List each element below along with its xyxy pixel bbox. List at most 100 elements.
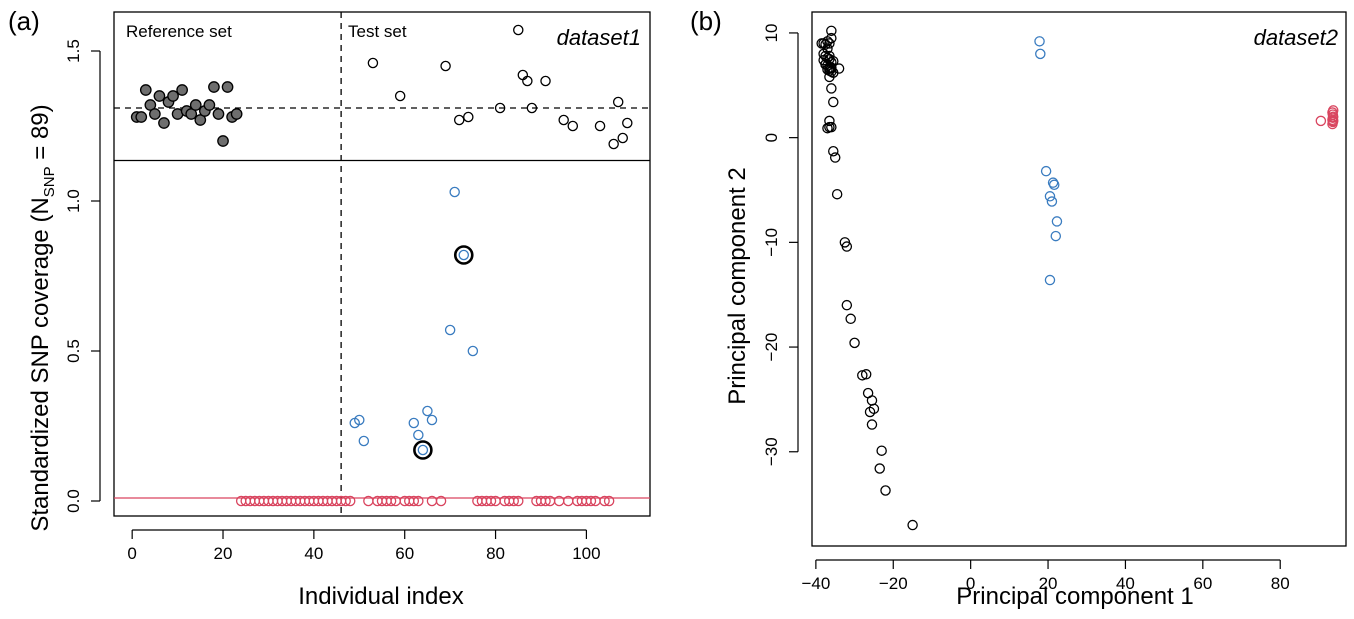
- panel-a-x-tick-label: 0: [127, 544, 136, 563]
- panel-b-plot: −40 −20 0 20 40 60 80 −30 −20 −10 0 10: [762, 11, 1347, 593]
- point-red: [1327, 118, 1338, 130]
- point-black: [822, 122, 833, 134]
- point-black: [826, 83, 837, 94]
- point-test-black: [463, 111, 474, 123]
- point-test-black: [440, 60, 451, 72]
- point-reference: [158, 117, 170, 129]
- point-blue: [1034, 36, 1045, 47]
- point-black: [826, 63, 837, 74]
- point-test-red: [513, 495, 524, 507]
- panel-a-y-tick-label: 1.0: [64, 189, 83, 213]
- point-reference: [230, 108, 243, 120]
- point-test-red: [540, 495, 551, 507]
- panel-b-x-tick-label: 40: [1116, 574, 1135, 593]
- highlight-ring: [453, 245, 474, 265]
- panel-b-y-tick-label: −10: [762, 228, 781, 257]
- panel-a-x-tick-label: 80: [486, 544, 505, 563]
- point-blue: [1047, 177, 1059, 188]
- point-black: [826, 32, 837, 44]
- point-reference: [194, 114, 207, 126]
- point-black: [880, 485, 891, 496]
- point-reference: [139, 84, 152, 96]
- highlight-ring: [413, 440, 433, 460]
- point-black: [833, 63, 845, 74]
- point-blue: [1035, 48, 1046, 60]
- point-blue: [1040, 165, 1052, 177]
- point-black: [868, 403, 880, 415]
- panel-a-plot-frame: [113, 11, 651, 517]
- point-black: [857, 370, 868, 381]
- panel-a-ylabel-sub: SNP: [41, 166, 58, 197]
- point-test-red: [413, 495, 424, 507]
- point-black: [841, 299, 853, 311]
- panel-b-x-tick-label: 80: [1271, 574, 1290, 593]
- point-test-black: [594, 120, 606, 132]
- point-test-black: [612, 96, 624, 108]
- point-test-blue: [417, 444, 429, 456]
- point-test-red: [344, 495, 356, 507]
- panel-a-plot: 0 20 40 60 80 100 0.0 0.5 1.0 1.5: [64, 11, 651, 563]
- point-test-blue: [426, 414, 438, 426]
- panel-b-x-tick-label: 20: [1039, 574, 1058, 593]
- panel-a-x-tick-label: 100: [572, 544, 600, 563]
- dataset1-label: dataset1: [557, 25, 641, 50]
- point-test-black: [526, 102, 538, 114]
- panel-b-y-tick-label: 0: [762, 133, 781, 142]
- point-black: [831, 188, 843, 200]
- panel-a-x-tick-label: 20: [214, 544, 233, 563]
- point-reference: [221, 81, 234, 93]
- point-test-blue: [358, 435, 370, 447]
- point-reference: [153, 90, 166, 102]
- point-test-black: [522, 75, 533, 87]
- test-set-label: Test set: [348, 22, 407, 41]
- point-blue: [1048, 179, 1060, 191]
- point-black: [845, 313, 856, 325]
- point-blue: [1050, 230, 1062, 242]
- panel-b-ylabel: Principal component 2: [724, 167, 751, 404]
- point-test-red: [585, 495, 597, 507]
- point-reference: [203, 99, 216, 111]
- point-test-blue: [413, 429, 424, 441]
- panel-a-x-tick-label: 60: [395, 544, 414, 563]
- point-reference: [176, 84, 188, 96]
- point-test-red: [485, 495, 497, 507]
- point-black: [866, 395, 878, 406]
- panel-b-letter: (b): [690, 6, 722, 36]
- point-black: [860, 369, 872, 380]
- point-black: [828, 146, 839, 157]
- point-black: [866, 419, 878, 430]
- point-test-black: [513, 24, 524, 36]
- point-test-black: [367, 57, 379, 69]
- point-black: [822, 43, 833, 54]
- point-reference: [217, 135, 229, 147]
- point-test-black: [567, 120, 579, 132]
- point-black: [829, 152, 841, 163]
- point-reference: [212, 108, 225, 120]
- point-reference: [149, 108, 161, 120]
- panel-b-y-tick-label: −20: [762, 333, 781, 362]
- point-test-black: [494, 102, 506, 114]
- point-reference: [144, 99, 157, 111]
- point-test-blue: [458, 249, 470, 261]
- point-black: [841, 241, 853, 252]
- point-test-blue: [467, 345, 479, 357]
- point-black: [876, 445, 887, 456]
- point-test-red: [599, 495, 610, 507]
- panel-b-x-tick-label: 60: [1193, 574, 1212, 593]
- panel-b-x-tick-label: −40: [801, 574, 830, 593]
- point-black: [824, 115, 835, 127]
- panel-b-xlabel: Principal component 1: [956, 583, 1193, 610]
- point-red: [1327, 105, 1339, 116]
- point-black: [849, 337, 860, 349]
- point-test-red: [435, 495, 447, 507]
- point-test-black: [517, 69, 529, 81]
- point-blue: [1044, 274, 1056, 286]
- point-black: [824, 38, 835, 49]
- panel-a-ylabel: Standardized SNP coverage (NSNP = 89): [27, 104, 58, 531]
- panel-a-y-tick-label: 0.0: [64, 489, 83, 513]
- panel-a-y-tick-label: 0.5: [64, 339, 83, 363]
- point-test-black: [558, 114, 569, 126]
- panel-b-x-tick-label: −20: [879, 574, 908, 593]
